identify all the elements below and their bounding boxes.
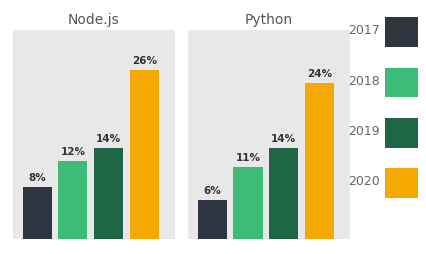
Text: 2017: 2017 — [347, 24, 379, 38]
FancyBboxPatch shape — [384, 168, 417, 198]
Text: 24%: 24% — [306, 69, 331, 79]
Bar — [233, 167, 262, 239]
Text: 8%: 8% — [28, 173, 46, 183]
Bar — [58, 161, 87, 239]
Bar — [197, 200, 226, 239]
Bar — [94, 148, 123, 239]
Text: 6%: 6% — [203, 186, 221, 196]
Text: 11%: 11% — [235, 153, 260, 163]
Title: Python: Python — [245, 12, 292, 26]
Title: Node.js: Node.js — [68, 12, 120, 26]
Bar — [304, 83, 333, 239]
Text: 26%: 26% — [132, 56, 156, 66]
Text: 2019: 2019 — [347, 125, 379, 138]
Text: 14%: 14% — [96, 134, 121, 144]
Text: 12%: 12% — [60, 147, 85, 157]
Bar — [268, 148, 297, 239]
FancyBboxPatch shape — [384, 17, 417, 47]
Bar — [130, 70, 158, 239]
FancyBboxPatch shape — [384, 118, 417, 148]
Text: 14%: 14% — [271, 134, 296, 144]
Bar — [23, 187, 52, 239]
Text: 2018: 2018 — [347, 75, 379, 88]
Text: 2020: 2020 — [347, 175, 379, 188]
FancyBboxPatch shape — [384, 68, 417, 97]
